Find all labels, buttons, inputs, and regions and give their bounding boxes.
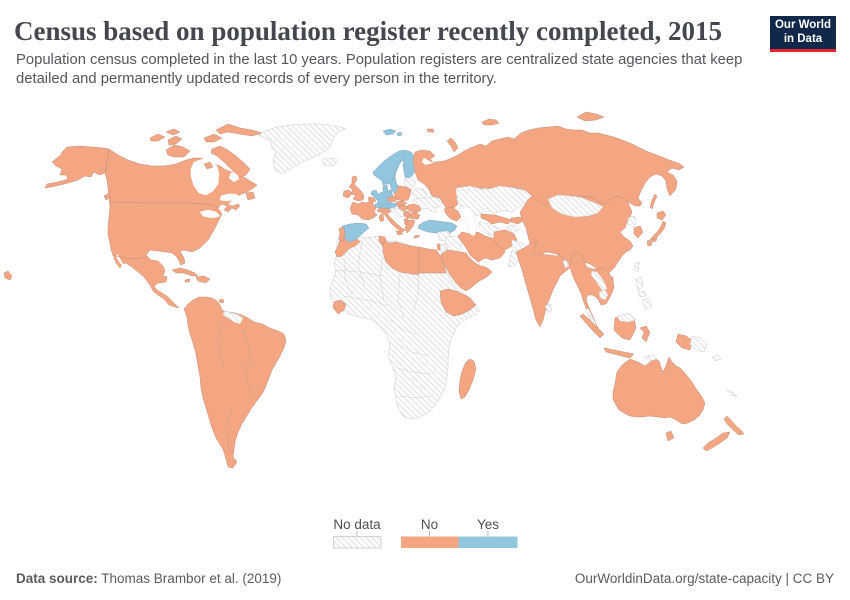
svg-text:No data: No data — [333, 517, 381, 532]
svg-text:Yes: Yes — [477, 517, 499, 532]
svg-text:No: No — [421, 517, 438, 532]
